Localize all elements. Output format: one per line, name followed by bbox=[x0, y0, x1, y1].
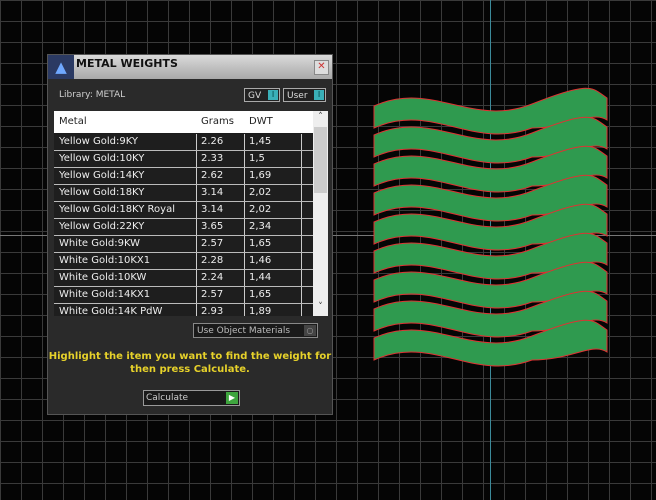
calculate-label: Calculate bbox=[146, 393, 189, 403]
table-row[interactable]: White Gold:10KX1 2.28 1,46 bbox=[54, 253, 313, 270]
dwt-cell: 1,45 bbox=[245, 134, 302, 150]
table-scrollbar[interactable]: ˄ ˅ bbox=[313, 111, 328, 316]
ring-band bbox=[373, 232, 608, 280]
ring-band bbox=[373, 319, 608, 367]
column-header-metal[interactable]: Metal bbox=[59, 116, 87, 127]
grams-cell: 2.28 bbox=[197, 253, 245, 269]
metal-cell: White Gold:14KX1 bbox=[54, 287, 197, 303]
metal-cell: White Gold:10KX1 bbox=[54, 253, 197, 269]
table-header: Metal Grams DWT bbox=[54, 111, 313, 133]
metal-cell: Yellow Gold:14KY bbox=[54, 168, 197, 184]
toggle-indicator-icon: I bbox=[314, 90, 324, 100]
gv-toggle[interactable]: GV I bbox=[244, 88, 280, 102]
column-header-dwt[interactable]: DWT bbox=[249, 116, 273, 127]
user-label: User bbox=[287, 91, 308, 101]
grams-cell: 2.24 bbox=[197, 270, 245, 286]
dwt-cell: 1,44 bbox=[245, 270, 302, 286]
instruction-text: Highlight the item you want to find the … bbox=[48, 351, 332, 375]
ring-band bbox=[373, 174, 608, 222]
table-row[interactable]: Yellow Gold:9KY 2.26 1,45 bbox=[54, 134, 313, 151]
scroll-down-icon[interactable]: ˅ bbox=[318, 302, 323, 312]
metal-cell: Yellow Gold:10KY bbox=[54, 151, 197, 167]
ring-band bbox=[373, 116, 608, 164]
ring-band bbox=[373, 290, 608, 338]
table-row[interactable]: Yellow Gold:22KY 3.65 2,34 bbox=[54, 219, 313, 236]
table-row[interactable]: Yellow Gold:18KY 3.14 2,02 bbox=[54, 185, 313, 202]
metal-cell: White Gold:14K PdW bbox=[54, 304, 197, 316]
metal-cell: Yellow Gold:18KY Royal bbox=[54, 202, 197, 218]
dwt-cell: 2,34 bbox=[245, 219, 302, 235]
table-row[interactable]: White Gold:14KX1 2.57 1,65 bbox=[54, 287, 313, 304]
grams-cell: 2.62 bbox=[197, 168, 245, 184]
dwt-cell: 2,02 bbox=[245, 185, 302, 201]
metal-cell: White Gold:10KW bbox=[54, 270, 197, 286]
column-header-grams[interactable]: Grams bbox=[201, 116, 234, 127]
metal-cell: Yellow Gold:22KY bbox=[54, 219, 197, 235]
metal-table: Metal Grams DWT Yellow Gold:9KY 2.26 1,45 Y… bbox=[54, 111, 328, 316]
dwt-cell: 1,65 bbox=[245, 287, 302, 303]
ring-band bbox=[373, 145, 608, 193]
use-object-materials-label: Use Object Materials bbox=[197, 326, 291, 336]
table-row[interactable]: Yellow Gold:10KY 2.33 1,5 bbox=[54, 151, 313, 168]
grams-cell: 3.14 bbox=[197, 202, 245, 218]
table-row[interactable]: Yellow Gold:18KY Royal 3.14 2,02 bbox=[54, 202, 313, 219]
grams-cell: 3.14 bbox=[197, 185, 245, 201]
scroll-up-icon[interactable]: ˄ bbox=[318, 112, 323, 122]
grams-cell: 2.93 bbox=[197, 304, 245, 316]
dwt-cell: 1,89 bbox=[245, 304, 302, 316]
library-label: Library: METAL bbox=[59, 90, 126, 100]
table-row[interactable]: White Gold:10KW 2.24 1,44 bbox=[54, 270, 313, 287]
title-bar[interactable]: ▲ METAL WEIGHTS ✕ bbox=[48, 55, 332, 79]
grams-cell: 3.65 bbox=[197, 219, 245, 235]
dwt-cell: 1,65 bbox=[245, 236, 302, 252]
grams-cell: 2.57 bbox=[197, 236, 245, 252]
grams-cell: 2.57 bbox=[197, 287, 245, 303]
table-row[interactable]: White Gold:9KW 2.57 1,65 bbox=[54, 236, 313, 253]
metal-cell: Yellow Gold:18KY bbox=[54, 185, 197, 201]
ring-band bbox=[373, 261, 608, 309]
play-arrow-icon: ▶ bbox=[226, 392, 238, 404]
user-toggle[interactable]: User I bbox=[283, 88, 326, 102]
toggle-indicator-icon: I bbox=[268, 90, 278, 100]
metal-weights-dialog: ▲ METAL WEIGHTS ✕ Library: METAL GV I Use… bbox=[47, 54, 333, 415]
scroll-thumb[interactable] bbox=[314, 127, 327, 193]
calculate-button[interactable]: Calculate ▶ bbox=[143, 390, 240, 406]
grams-cell: 2.26 bbox=[197, 134, 245, 150]
table-row[interactable]: White Gold:14K PdW 2.93 1,89 bbox=[54, 304, 313, 316]
metal-cell: White Gold:9KW bbox=[54, 236, 197, 252]
dialog-title: METAL WEIGHTS bbox=[76, 57, 178, 70]
table-row[interactable]: Yellow Gold:14KY 2.62 1,69 bbox=[54, 168, 313, 185]
radio-icon: ○ bbox=[304, 325, 316, 336]
ring-band bbox=[373, 203, 608, 251]
dwt-cell: 1,69 bbox=[245, 168, 302, 184]
use-object-materials-button[interactable]: Use Object Materials ○ bbox=[193, 323, 318, 338]
app-logo-icon: ▲ bbox=[48, 55, 74, 79]
dwt-cell: 1,46 bbox=[245, 253, 302, 269]
metal-cell: Yellow Gold:9KY bbox=[54, 134, 197, 150]
gv-label: GV bbox=[248, 91, 262, 101]
ring-band bbox=[373, 87, 608, 135]
dwt-cell: 1,5 bbox=[245, 151, 302, 167]
wave-ring-model[interactable] bbox=[362, 82, 622, 382]
dwt-cell: 2,02 bbox=[245, 202, 302, 218]
close-button[interactable]: ✕ bbox=[314, 60, 329, 75]
grams-cell: 2.33 bbox=[197, 151, 245, 167]
